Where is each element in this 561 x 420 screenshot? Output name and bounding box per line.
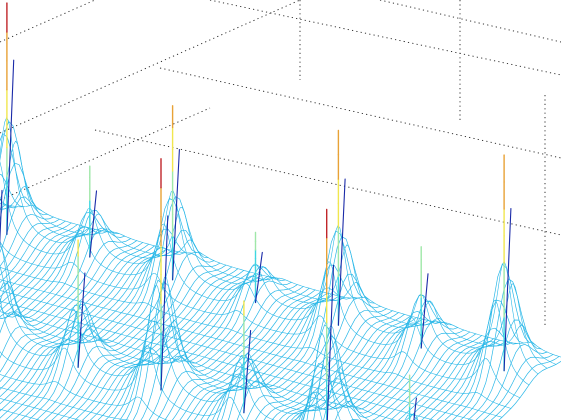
peak-spike-edge xyxy=(0,189,3,250)
peak-spike-edge xyxy=(337,178,346,326)
mesh-line-v xyxy=(0,186,557,365)
mesh-line-v xyxy=(0,345,323,420)
mesh-line-v xyxy=(0,281,362,420)
mesh-line-v xyxy=(0,290,474,420)
mesh-line-u xyxy=(0,174,25,208)
mesh-line-v xyxy=(0,203,561,358)
mesh-line-v xyxy=(0,279,503,418)
mesh-line-u xyxy=(200,295,340,420)
grid-line xyxy=(379,0,561,43)
mesh-line-v xyxy=(0,300,435,420)
peak-spike-edge xyxy=(89,190,98,258)
peak-spike-edge xyxy=(420,273,429,349)
mesh-line-v xyxy=(0,285,341,420)
mesh-line-v xyxy=(0,311,396,420)
grid-line xyxy=(209,0,561,76)
peak-spike-edge xyxy=(413,397,417,420)
mesh-line-v xyxy=(0,160,530,386)
peak-spike-edge xyxy=(326,264,335,420)
mesh-line-u xyxy=(300,321,435,420)
grid-line xyxy=(94,129,561,236)
peak-spike-edge xyxy=(77,272,86,368)
mesh-line-u xyxy=(66,266,233,420)
mesh-line-v xyxy=(0,311,370,420)
mesh-line-u xyxy=(0,133,31,207)
mesh-line-u xyxy=(498,360,561,420)
mesh-line-v xyxy=(0,140,548,369)
grid-line xyxy=(0,0,96,43)
mesh-line-v xyxy=(0,240,521,399)
mesh-line-v xyxy=(0,374,168,420)
peak-spike-edge xyxy=(160,215,169,391)
grid-line xyxy=(0,0,301,134)
peak-spike-edge xyxy=(6,59,15,235)
mesh-line-u xyxy=(186,292,328,420)
peak-spike-edge xyxy=(503,208,512,372)
mesh-line-u xyxy=(140,280,292,420)
mesh-line-u xyxy=(475,343,548,420)
peak-spike-edge xyxy=(243,330,252,414)
grid-line xyxy=(159,67,561,159)
peak-spike-edge xyxy=(172,149,180,281)
mesh-line-u xyxy=(59,264,227,420)
mesh-line-v xyxy=(0,266,512,409)
peak-spike-edge xyxy=(254,251,263,304)
grid-line xyxy=(0,107,211,201)
